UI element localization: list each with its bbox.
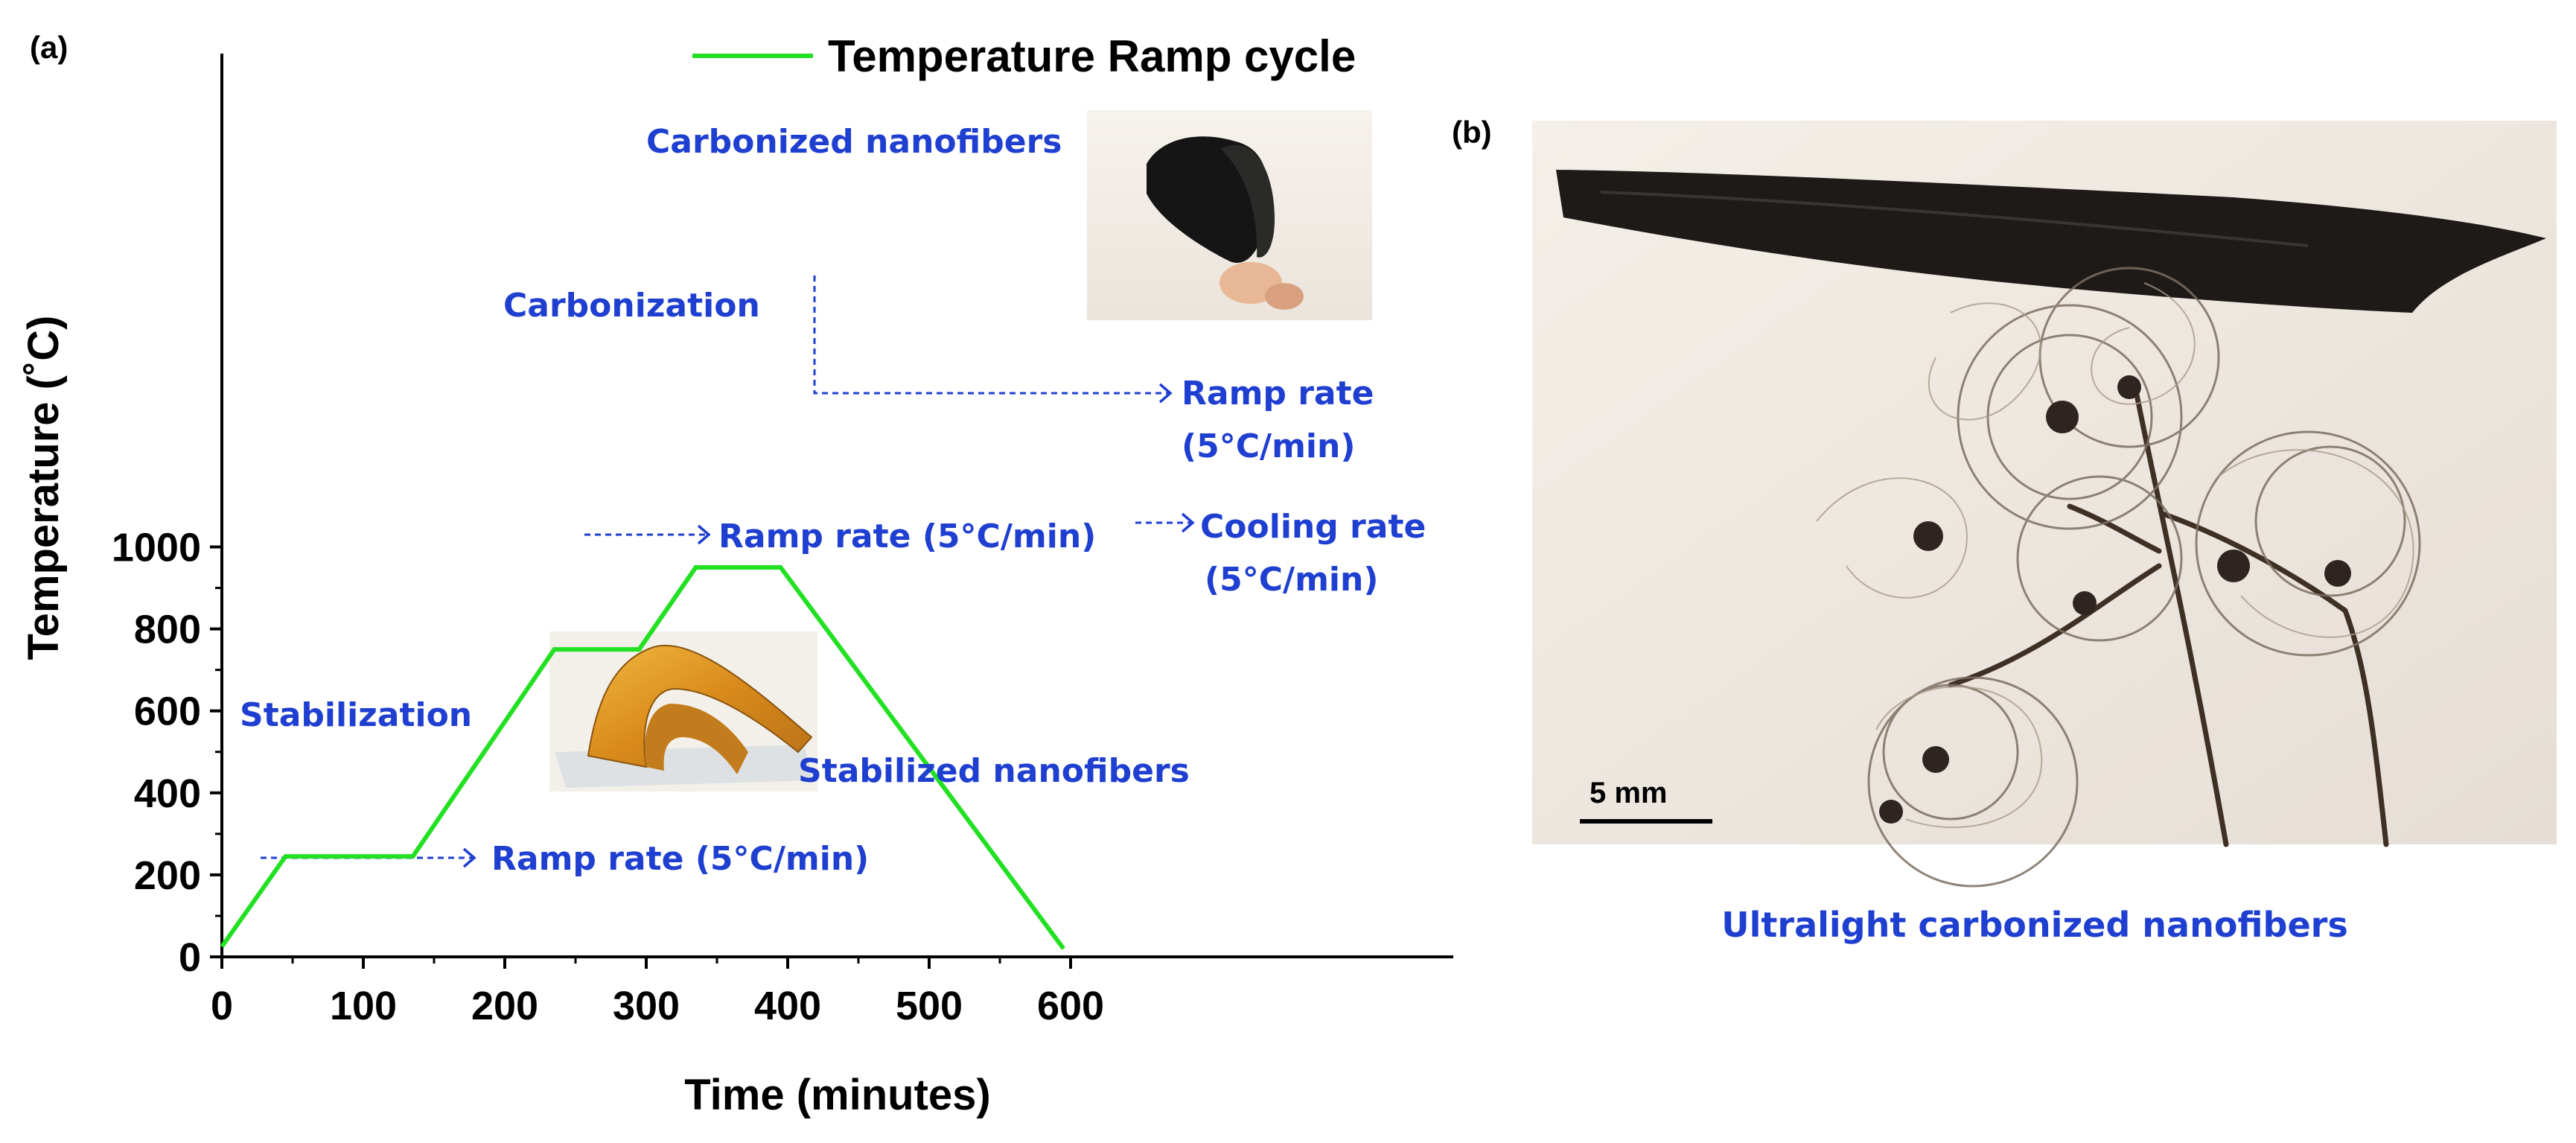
x-tick-label-600: 600: [1037, 984, 1104, 1028]
x-tick-label-100: 100: [330, 984, 397, 1028]
panel-b-label: (b): [1452, 115, 1492, 150]
annotation-arrowheads: [462, 383, 1195, 868]
carbonized-nanofibers-photo: [1087, 110, 1372, 320]
x-tick-label-400: 400: [754, 984, 821, 1028]
y-tick-label-0: 0: [179, 935, 201, 980]
x-tick-label-500: 500: [896, 984, 963, 1028]
axis-ticks: 0 100 200 300 400 500 600 0 200 400 600 800 1000: [112, 526, 1104, 1029]
annotation-stabilized-nanofibers: Stabilized nanofibers: [798, 752, 1190, 790]
annotation-stabilization: Stabilization: [240, 696, 472, 734]
annotation-carbonization: Carbonization: [503, 287, 760, 325]
arrowhead-ramp-2: [697, 524, 711, 545]
scale-bar-label: 5 mm: [1590, 777, 1668, 809]
y-tick-label-400: 400: [134, 771, 201, 816]
y-tick-label-1000: 1000: [112, 526, 201, 570]
panel-a-label: (a): [30, 30, 68, 65]
arrow-ramp-3: [813, 276, 1169, 395]
x-axis-title: Time (minutes): [684, 1071, 990, 1119]
stabilized-nanofibers-photo: [549, 631, 817, 792]
y-tick-label-200: 200: [134, 853, 201, 898]
x-tick-label-300: 300: [613, 984, 680, 1028]
panel-b-caption: Ultralight carbonized nanofibers: [1721, 905, 2347, 945]
ultralight-nanofibers-photo: 5 mm: [1532, 121, 2557, 888]
x-tick-label-200: 200: [471, 984, 538, 1028]
annotation-ramp-rate-1: Ramp rate (5°C/min): [491, 840, 869, 878]
series-temperature-ramp-cycle: [220, 565, 1065, 950]
x-tick-label-0: 0: [211, 984, 233, 1028]
y-axis-title: Temperature (˚C): [19, 316, 68, 660]
annotation-ramp-rate-3-line2: (5°C/min): [1182, 427, 1355, 465]
annotation-cooling-line1: Cooling rate: [1200, 508, 1426, 546]
arrowhead-ramp-1: [462, 847, 476, 868]
annotation-ramp-rate-3-line1: Ramp rate: [1182, 375, 1374, 413]
arrowhead-ramp-3: [1158, 383, 1173, 404]
annotation-ramp-rate-2: Ramp rate (5°C/min): [718, 518, 1096, 555]
annotation-carbonized-nanofibers: Carbonized nanofibers: [646, 123, 1062, 161]
legend-label: Temperature Ramp cycle: [828, 31, 1356, 81]
annotation-cooling-line2: (5°C/min): [1205, 561, 1378, 599]
y-tick-label-600: 600: [134, 690, 201, 734]
arrowhead-cooling: [1181, 512, 1195, 533]
y-tick-label-800: 800: [134, 608, 201, 652]
